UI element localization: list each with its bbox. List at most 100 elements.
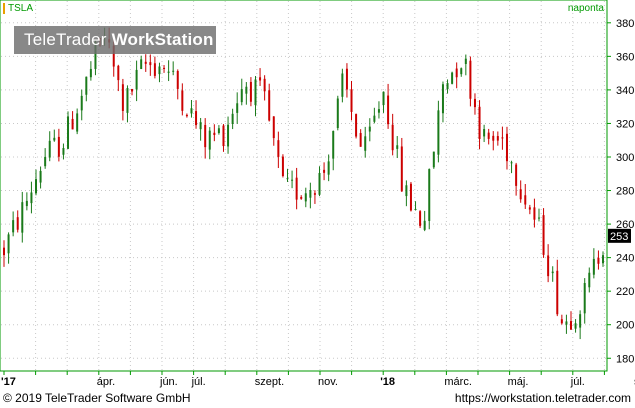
candle-body	[263, 78, 266, 92]
candle-body	[25, 200, 28, 207]
candle-body	[176, 70, 179, 89]
candle-body	[345, 68, 348, 90]
candle-body	[405, 185, 408, 197]
candle-body	[588, 272, 591, 288]
candle-body	[355, 114, 358, 137]
candle-body	[368, 126, 371, 132]
candle-body	[464, 58, 467, 64]
candle-body	[44, 156, 47, 167]
candle-body	[341, 73, 344, 97]
candle-body	[469, 60, 472, 99]
candle-body	[300, 196, 303, 199]
candle-body	[460, 68, 463, 75]
candle-body	[259, 77, 262, 81]
candle-body	[16, 217, 19, 230]
y-tick-label: 320	[616, 118, 634, 130]
y-tick-label: 340	[616, 85, 634, 97]
y-tick-label: 360	[616, 51, 634, 63]
candle-body	[286, 178, 289, 180]
x-tick-label: jún.	[159, 376, 178, 388]
y-axis: 180 200 220 240 260 280 300 320 340 360 380	[607, 18, 634, 365]
candle-body	[291, 179, 294, 181]
candle-body	[62, 148, 65, 155]
candle-body	[451, 72, 454, 84]
candle-body	[3, 247, 5, 256]
candle-body	[181, 90, 184, 111]
candle-body	[396, 145, 399, 149]
candle-body	[510, 162, 513, 164]
candle-body	[131, 89, 134, 92]
candle-body	[414, 208, 417, 210]
candle-body	[496, 136, 499, 141]
candle-body	[350, 89, 353, 112]
candle-body	[277, 140, 280, 157]
candle-body	[208, 130, 211, 150]
candle-body	[249, 81, 252, 102]
candle-body	[483, 129, 486, 137]
candle-body	[117, 65, 120, 81]
candle-body	[537, 217, 540, 219]
candle-body	[80, 95, 83, 111]
x-tick-label: '18	[380, 376, 395, 388]
candle-body	[222, 125, 225, 147]
candle-body	[441, 84, 444, 114]
x-tick-label: nov.	[318, 376, 338, 388]
candle-body	[524, 195, 527, 205]
candle-body	[144, 61, 147, 64]
candle-body	[428, 169, 431, 221]
candle-body	[382, 91, 385, 106]
interval-label[interactable]: naponta	[567, 3, 604, 14]
candle-body	[318, 172, 321, 195]
x-tick-label: máj.	[508, 376, 529, 388]
candle-body	[304, 193, 307, 202]
symbol-label: TSLA	[8, 3, 34, 14]
last-price-box	[608, 228, 631, 243]
last-price-label: 253	[610, 231, 628, 243]
candle-body	[432, 151, 435, 168]
candle-body	[437, 110, 440, 155]
candle-body	[473, 98, 476, 108]
y-tick-label: 300	[616, 152, 634, 164]
y-tick-label: 260	[616, 219, 634, 231]
footer-copyright: © 2019 TeleTrader Software GmbH	[3, 391, 191, 405]
candle-body	[281, 156, 284, 177]
candle-body	[519, 189, 522, 200]
candle-body	[501, 137, 504, 139]
candle-body	[597, 257, 600, 264]
candle-body	[359, 132, 362, 147]
footer-url[interactable]: https://workstation.teletrader.com	[454, 391, 631, 405]
candle-body	[67, 116, 70, 149]
candle-body	[377, 109, 380, 113]
candle-body	[602, 255, 604, 264]
candle-body	[309, 190, 312, 198]
candle-body	[163, 67, 166, 69]
candle-body	[7, 234, 10, 254]
candle-body	[409, 183, 412, 211]
candle-body	[583, 282, 586, 314]
candle-body	[158, 66, 161, 75]
plot-border	[0, 0, 608, 372]
candle-body	[592, 258, 595, 275]
candle-body	[565, 321, 568, 325]
candle-body	[195, 111, 198, 126]
candle-body	[542, 215, 545, 255]
candle-body	[387, 95, 390, 125]
candle-body	[204, 124, 207, 148]
candles	[3, 27, 604, 340]
candle-body	[364, 136, 367, 151]
candle-body	[272, 116, 275, 139]
x-tick-label: júl.	[570, 376, 585, 388]
x-tick-label: júl.	[191, 376, 206, 388]
candle-body	[21, 202, 24, 233]
x-axis: '17 ápr. jún. júl. szept. nov. '18 márc. máj. júl…	[1, 371, 635, 388]
candle-body	[455, 68, 458, 78]
candle-body	[574, 323, 577, 329]
candle-body	[560, 319, 563, 324]
candle-body	[140, 59, 143, 70]
candle-body	[231, 113, 234, 124]
candle-body	[547, 255, 550, 277]
candle-body	[112, 45, 115, 67]
candle-body	[391, 124, 394, 151]
candle-body	[153, 63, 156, 76]
